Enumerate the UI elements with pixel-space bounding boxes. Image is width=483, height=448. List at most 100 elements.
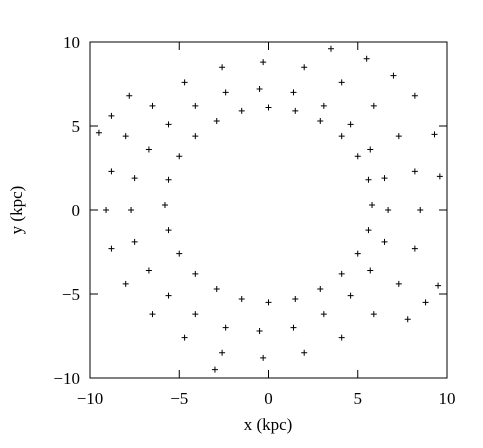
point — [219, 64, 226, 71]
point — [161, 201, 168, 208]
point — [222, 324, 229, 331]
point — [165, 292, 172, 299]
point — [365, 227, 372, 234]
x-tick-label: 10 — [439, 389, 456, 408]
point — [290, 324, 297, 331]
point — [367, 267, 374, 274]
x-tick-label: 5 — [354, 389, 363, 408]
point — [369, 201, 376, 208]
point — [122, 133, 129, 140]
point — [145, 267, 152, 274]
point — [381, 175, 388, 182]
point — [108, 245, 115, 252]
point — [181, 334, 188, 341]
x-axis-label: x (kpc) — [244, 415, 293, 434]
point — [390, 72, 397, 79]
point — [290, 89, 297, 96]
point — [436, 173, 443, 180]
point — [131, 175, 138, 182]
y-tick-label: −5 — [62, 285, 80, 304]
point — [354, 153, 361, 160]
point — [260, 354, 267, 361]
x-tick-label: −10 — [77, 389, 104, 408]
point — [370, 311, 377, 318]
point — [238, 107, 245, 114]
point — [317, 117, 324, 124]
point — [145, 146, 152, 153]
y-tick-label: −10 — [53, 369, 80, 388]
point — [103, 207, 110, 213]
point — [192, 311, 199, 318]
point — [176, 153, 183, 160]
point — [219, 349, 226, 356]
point — [320, 102, 327, 109]
point — [320, 311, 327, 318]
point — [192, 270, 199, 277]
point — [176, 250, 183, 257]
point — [411, 168, 418, 175]
point — [395, 280, 402, 287]
point — [422, 299, 429, 306]
point — [338, 270, 345, 277]
point — [354, 250, 361, 257]
point — [301, 64, 308, 71]
point — [265, 299, 272, 306]
point — [131, 238, 138, 245]
point — [395, 133, 402, 140]
point — [347, 121, 354, 128]
point — [317, 285, 324, 292]
point — [126, 92, 133, 99]
point — [192, 133, 199, 140]
x-tick-label: 0 — [264, 389, 273, 408]
point — [417, 207, 424, 213]
y-axis-label: y (kpc) — [7, 186, 26, 235]
point — [213, 285, 220, 292]
point — [192, 102, 199, 109]
point — [365, 176, 372, 183]
point — [431, 131, 438, 138]
point — [411, 245, 418, 252]
point — [404, 316, 411, 323]
point — [370, 102, 377, 109]
point — [108, 168, 115, 175]
point — [149, 102, 156, 109]
point — [385, 207, 392, 213]
point — [435, 282, 442, 289]
point — [256, 86, 263, 93]
point — [256, 327, 263, 334]
point — [181, 79, 188, 86]
point — [222, 89, 229, 96]
point — [301, 349, 308, 356]
plot-frame — [89, 41, 448, 379]
x-tick-label: −5 — [170, 389, 188, 408]
point — [149, 311, 156, 318]
y-tick-label: 0 — [72, 201, 81, 220]
point — [211, 366, 218, 373]
point — [347, 292, 354, 299]
point — [381, 238, 388, 245]
point — [265, 104, 272, 111]
point — [122, 280, 129, 287]
point — [213, 117, 220, 124]
point — [367, 146, 374, 153]
point — [363, 55, 370, 62]
point — [338, 133, 345, 140]
point — [128, 207, 135, 213]
point — [108, 112, 115, 119]
point — [292, 107, 299, 114]
point — [260, 59, 267, 66]
point — [338, 79, 345, 86]
point — [165, 121, 172, 128]
point — [411, 92, 418, 99]
y-tick-label: 5 — [72, 117, 81, 136]
point — [292, 296, 299, 303]
point — [338, 334, 345, 341]
point — [165, 227, 172, 234]
y-tick-label: 10 — [63, 33, 80, 52]
point — [165, 176, 172, 183]
point — [95, 129, 102, 136]
point — [238, 296, 245, 303]
